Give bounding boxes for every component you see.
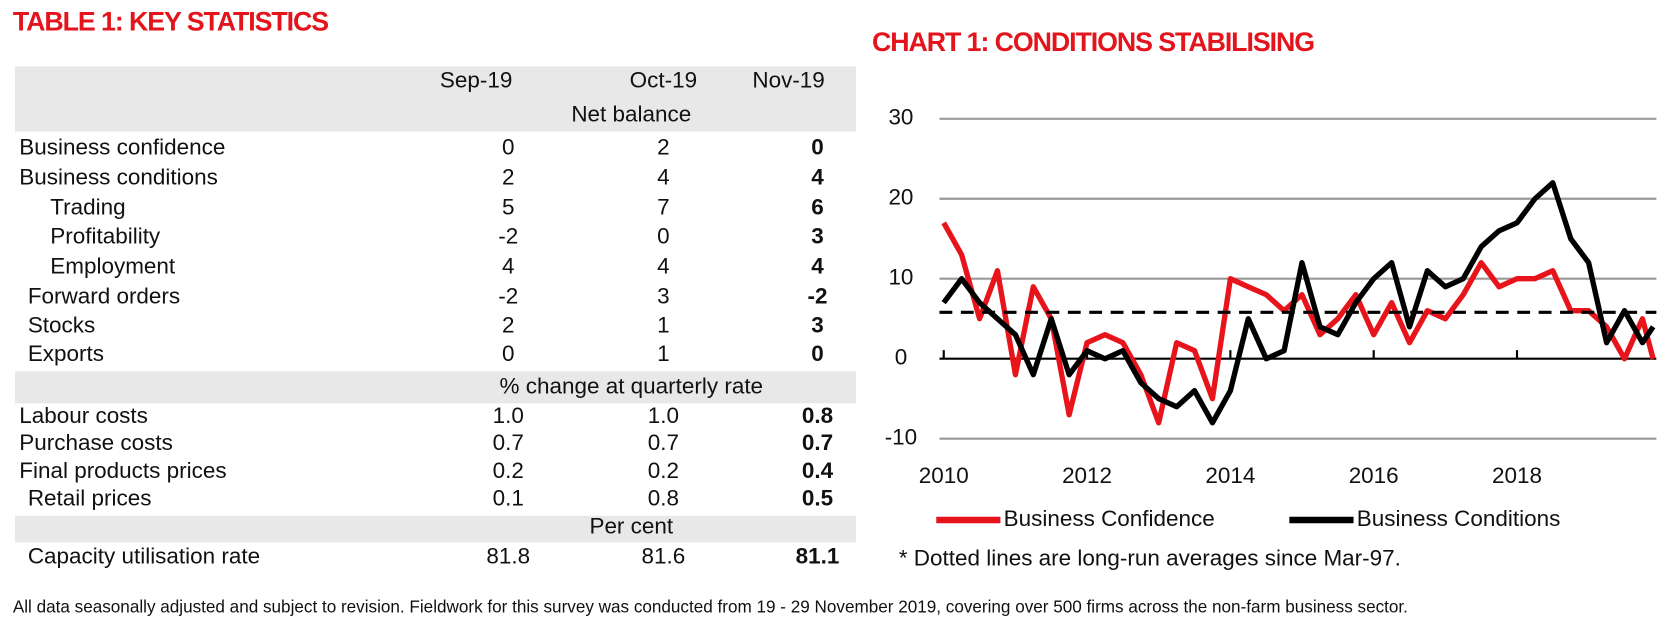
y-tick-label: 20 xyxy=(888,185,913,210)
row-label: Capacity utilisation rate xyxy=(28,543,260,568)
cell-value: 81.1 xyxy=(796,543,840,568)
cell-value: 3 xyxy=(811,312,824,337)
y-tick-label: 10 xyxy=(888,265,913,290)
section-unit: Net balance xyxy=(571,101,691,126)
cell-value: 5 xyxy=(502,195,515,220)
row-label: Labour costs xyxy=(19,403,148,428)
cell-value: 81.6 xyxy=(642,543,686,568)
row-label: Final products prices xyxy=(19,458,226,483)
cell-value: 7 xyxy=(657,195,670,220)
row-label: Purchase costs xyxy=(19,430,173,455)
footer-note: All data seasonally adjusted and subject… xyxy=(13,597,1408,616)
section-unit: % change at quarterly rate xyxy=(500,373,764,398)
cell-value: 81.8 xyxy=(486,543,530,568)
row-label: Business confidence xyxy=(19,135,225,160)
row-label: Exports xyxy=(28,341,104,366)
section-unit: Per cent xyxy=(589,513,673,538)
x-tick-label: 2014 xyxy=(1205,463,1255,488)
cell-value: -2 xyxy=(498,283,518,308)
x-tick-label: 2018 xyxy=(1492,463,1542,488)
cell-value: 0.7 xyxy=(493,430,524,455)
cell-value: 1.0 xyxy=(493,403,524,428)
cell-value: 0.8 xyxy=(802,403,833,428)
cell-value: -2 xyxy=(807,283,827,308)
chart-title: CHART 1: CONDITIONS STABILISING xyxy=(872,27,1314,57)
cell-value: 0.7 xyxy=(802,430,833,455)
series-line xyxy=(941,180,1656,426)
cell-value: 0 xyxy=(502,135,515,160)
column-header: Sep-19 xyxy=(440,67,512,92)
column-header: Oct-19 xyxy=(630,67,697,92)
cell-value: 4 xyxy=(657,165,670,190)
row-label: Stocks xyxy=(28,312,95,337)
x-tick-label: 2010 xyxy=(919,463,969,488)
cell-value: 0 xyxy=(811,341,824,366)
legend-label: Business Conditions xyxy=(1357,506,1561,531)
y-tick-label: -10 xyxy=(885,425,917,450)
cell-value: 2 xyxy=(657,135,670,160)
x-tick-label: 2016 xyxy=(1349,463,1399,488)
section-band xyxy=(14,515,857,543)
cell-value: 0.2 xyxy=(493,458,524,483)
cell-value: 0 xyxy=(657,223,670,248)
content: TABLE 1: KEY STATISTICS CHART 1: CONDITI… xyxy=(13,7,1657,616)
row-label: Forward orders xyxy=(28,283,180,308)
cell-value: 4 xyxy=(502,253,515,278)
cell-value: 0.1 xyxy=(493,486,524,511)
cell-value: 3 xyxy=(811,223,824,248)
cell-value: 1.0 xyxy=(648,403,679,428)
cell-value: 4 xyxy=(657,253,670,278)
cell-value: 3 xyxy=(657,283,670,308)
cell-value: 1 xyxy=(657,341,670,366)
row-label: Employment xyxy=(50,253,176,278)
legend-label: Business Confidence xyxy=(1004,506,1215,531)
chart-note: * Dotted lines are long-run averages sin… xyxy=(899,546,1401,571)
row-label: Profitability xyxy=(50,223,161,248)
cell-value: 0.7 xyxy=(648,430,679,455)
table-title: TABLE 1: KEY STATISTICS xyxy=(13,7,328,37)
series-line xyxy=(941,221,1656,426)
column-header: Nov-19 xyxy=(752,67,824,92)
cell-value: 0.4 xyxy=(802,458,834,483)
cell-value: 2 xyxy=(502,312,515,337)
row-label: Trading xyxy=(50,195,125,220)
cell-value: 0.5 xyxy=(802,486,833,511)
cell-value: -2 xyxy=(498,223,518,248)
cell-value: 1 xyxy=(657,312,670,337)
cell-value: 2 xyxy=(502,165,515,190)
cell-value: 6 xyxy=(811,195,824,220)
cell-value: 0.8 xyxy=(648,486,679,511)
y-tick-label: 30 xyxy=(888,105,913,130)
row-label: Business conditions xyxy=(19,165,218,190)
cell-value: 0 xyxy=(502,341,515,366)
y-tick-label: 0 xyxy=(895,345,908,370)
x-tick-label: 2012 xyxy=(1062,463,1112,488)
section-band xyxy=(14,371,857,404)
cell-value: 0 xyxy=(811,135,824,160)
cell-value: 4 xyxy=(811,253,824,278)
row-label: Retail prices xyxy=(28,486,152,511)
cell-value: 0.2 xyxy=(648,458,679,483)
cell-value: 4 xyxy=(811,165,824,190)
section-band xyxy=(14,66,857,132)
